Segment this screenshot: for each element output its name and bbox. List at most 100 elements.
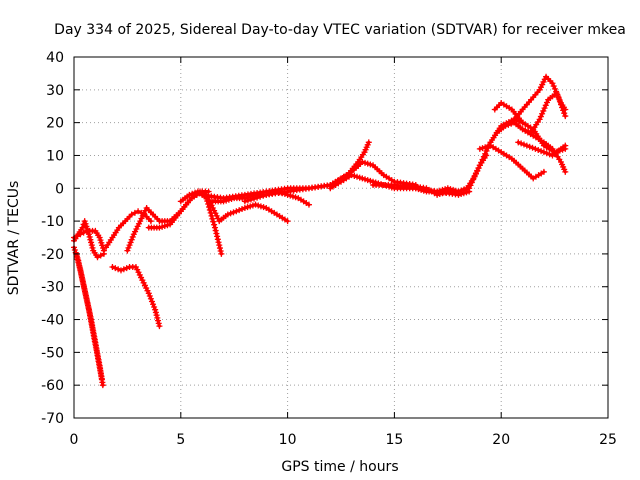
data-point-marker	[535, 146, 542, 153]
data-point-marker	[145, 290, 152, 297]
x-tick-label: 0	[70, 432, 79, 448]
data-point-marker	[260, 204, 267, 211]
y-tick-label: -10	[41, 214, 64, 230]
data-point-marker	[230, 209, 237, 216]
data-point-marker	[538, 148, 545, 155]
data-point-marker	[482, 144, 489, 151]
data-point-marker	[529, 144, 536, 151]
data-point-marker	[260, 192, 267, 199]
data-point-marker	[215, 239, 222, 246]
data-point-marker	[359, 175, 366, 182]
data-point-marker	[211, 224, 218, 231]
data-point-marker	[442, 189, 449, 196]
data-point-marker	[463, 186, 470, 193]
data-point-marker	[98, 375, 105, 382]
data-point-marker	[479, 156, 486, 163]
data-point-marker	[541, 105, 548, 112]
data-point-marker	[470, 176, 477, 183]
data-point-marker	[520, 141, 527, 148]
series-arc-20	[508, 73, 569, 126]
data-point-marker	[436, 191, 443, 198]
data-point-marker	[351, 172, 358, 179]
data-point-marker	[97, 252, 104, 259]
data-point-marker	[543, 99, 550, 106]
data-point-marker	[356, 174, 363, 181]
data-point-marker	[480, 153, 487, 160]
data-point-marker	[159, 223, 166, 230]
data-point-marker	[80, 229, 87, 236]
data-point-marker	[537, 113, 544, 120]
data-point-marker	[471, 173, 478, 180]
data-point-marker	[359, 159, 366, 166]
y-tick-label: -60	[41, 378, 64, 394]
y-axis-label: SDTVAR / TECUs	[6, 181, 22, 296]
data-point-marker	[536, 116, 543, 123]
y-tick-label: 20	[46, 116, 64, 132]
data-point-marker	[233, 208, 240, 215]
data-point-marker	[87, 236, 94, 243]
series-arc-22	[515, 139, 569, 159]
series-line	[243, 160, 418, 203]
data-point-marker	[86, 233, 93, 240]
data-point-marker	[147, 295, 154, 302]
data-point-marker	[218, 250, 225, 257]
data-point-marker	[515, 139, 522, 146]
data-point-marker	[120, 266, 127, 273]
data-point-marker	[99, 382, 106, 389]
data-point-marker	[562, 142, 569, 149]
data-point-marker	[542, 102, 549, 109]
data-point-marker	[197, 188, 204, 195]
data-point-marker	[252, 201, 259, 208]
data-point-marker	[254, 194, 261, 201]
data-point-marker	[211, 221, 218, 228]
data-point-marker	[241, 198, 248, 205]
series-arc-5	[109, 264, 163, 330]
data-point-marker	[151, 303, 158, 310]
data-point-marker	[152, 306, 159, 313]
series-line	[147, 189, 211, 230]
data-point-marker	[255, 202, 262, 209]
data-point-marker	[244, 197, 251, 204]
data-point-marker	[468, 179, 475, 186]
data-point-marker	[100, 247, 107, 254]
data-point-marker	[476, 162, 483, 169]
data-point-marker	[208, 212, 215, 219]
data-point-marker	[518, 140, 525, 147]
series-arc-13	[241, 159, 419, 205]
data-point-marker	[239, 206, 246, 213]
data-point-marker	[128, 211, 135, 218]
data-point-marker	[154, 314, 161, 321]
data-point-marker	[127, 239, 134, 246]
data-point-marker	[156, 323, 163, 330]
series-arc-17	[476, 142, 547, 182]
data-point-marker	[186, 191, 193, 198]
data-point-marker	[540, 107, 547, 114]
data-point-marker	[76, 264, 83, 271]
data-point-marker	[241, 204, 248, 211]
data-point-marker	[257, 193, 264, 200]
data-point-marker	[362, 159, 369, 166]
data-point-marker	[247, 196, 254, 203]
data-point-marker	[476, 145, 483, 152]
data-point-marker	[484, 143, 491, 150]
data-point-marker	[73, 253, 80, 260]
data-point-marker	[115, 266, 122, 273]
data-point-marker	[247, 203, 254, 210]
data-point-marker	[555, 94, 562, 101]
data-point-marker	[251, 195, 258, 202]
data-point-marker	[74, 256, 81, 263]
data-point-marker	[161, 223, 168, 230]
data-point-marker	[216, 242, 223, 249]
data-point-marker	[354, 173, 361, 180]
y-tick-label: -70	[41, 411, 64, 427]
data-point-marker	[466, 185, 473, 192]
data-point-marker	[562, 113, 569, 120]
data-point-marker	[367, 177, 374, 184]
data-point-marker	[150, 301, 157, 308]
data-point-marker	[434, 191, 441, 198]
data-point-marker	[94, 254, 101, 261]
data-point-marker	[475, 165, 482, 172]
data-point-marker	[467, 182, 474, 189]
data-point-marker	[554, 91, 561, 98]
data-point-marker	[117, 267, 124, 274]
